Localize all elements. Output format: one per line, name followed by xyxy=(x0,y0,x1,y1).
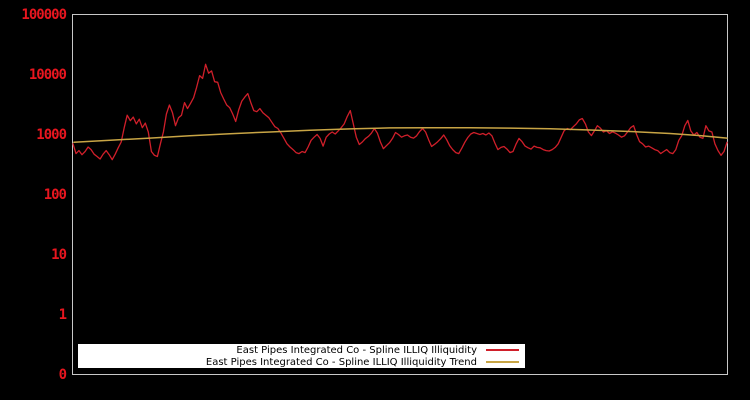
legend-entry-trend: East Pipes Integrated Co - Spline ILLIQ … xyxy=(78,356,525,368)
legend-entry-illiquidity: East Pipes Integrated Co - Spline ILLIQ … xyxy=(78,344,525,356)
legend-label-illiquidity: East Pipes Integrated Co - Spline ILLIQ … xyxy=(236,344,477,356)
legend: East Pipes Integrated Co - Spline ILLIQ … xyxy=(77,343,526,369)
legend-label-trend: East Pipes Integrated Co - Spline ILLIQ … xyxy=(205,356,477,368)
legend-line-sample-illiquidity xyxy=(486,349,519,351)
illiquidity-line-series xyxy=(72,63,728,161)
y-tick-label: 10 xyxy=(51,246,67,263)
legend-line-sample-trend xyxy=(486,361,519,363)
illiquidity-trend-series xyxy=(73,126,728,144)
y-tick-label: 1000 xyxy=(36,126,67,143)
y-tick-label: 100000 xyxy=(21,6,67,23)
y-tick-label: 0 xyxy=(58,366,67,383)
y-tick-label: 100 xyxy=(43,186,67,203)
plot-border xyxy=(72,14,728,375)
y-tick-label: 1 xyxy=(58,306,67,323)
y-tick-label: 10000 xyxy=(28,66,67,83)
